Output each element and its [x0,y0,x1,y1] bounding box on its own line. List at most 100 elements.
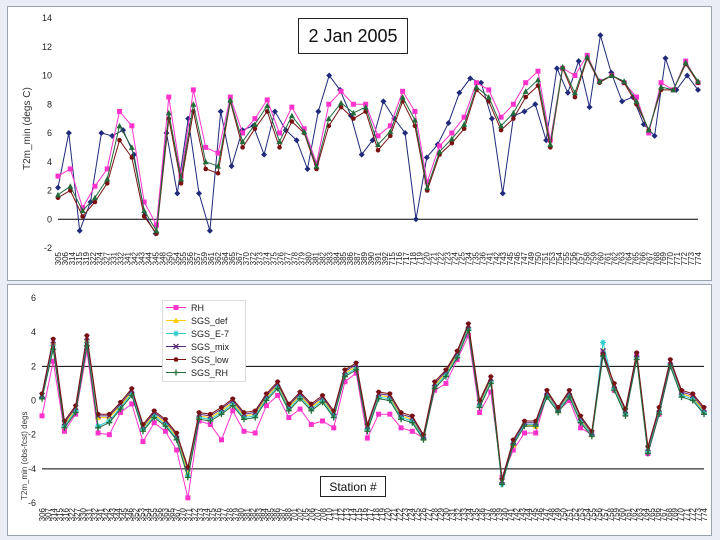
point-rh [578,425,584,431]
x-tick-label: 755 [562,251,571,265]
x-tick-label: 315 [56,507,65,521]
x-tick-label: 702 [296,507,305,521]
x-tick-label: 745 [530,507,539,521]
x-tick-label: 383 [255,507,264,521]
point-rh [153,222,159,228]
point-sgs_low [320,393,325,398]
y-tick-label: 2 [47,186,52,196]
y-tick-label: 6 [31,293,36,303]
x-tick-label: 391 [374,251,383,265]
point-sgs_low [454,348,460,354]
x-tick-label: 705 [302,507,311,521]
x-tick-label: 354 [143,507,152,521]
point-obs [358,151,365,158]
x-tick-label: 365 [167,507,176,521]
point-sgs_low [129,386,135,391]
point-sgs_low [275,379,280,385]
x-tick-label: 774 [694,251,703,265]
point-rh [140,439,146,444]
point-sgs_low [174,430,179,436]
x-tick-label: 774 [700,507,709,521]
point-sgs_rh [678,394,685,401]
x-tick-label: 379 [231,507,240,521]
y-tick-label: 8 [47,99,52,109]
point-sgs_rh [276,138,283,145]
x-tick-label: 378 [291,251,300,265]
x-tick-label: 386 [272,507,281,521]
point-obs [76,227,83,234]
point-sgs_low [107,411,112,417]
point-sgs_low [342,367,348,373]
x-tick-label: 766 [638,251,647,265]
x-tick-label: 721 [430,251,439,265]
point-sgs_rh [190,101,197,107]
point-obs [304,165,311,172]
point-obs [402,130,409,136]
x-tick-label: 714 [348,507,357,521]
point-sgs_low [185,464,191,470]
point-sgs_low [498,127,504,133]
point-rh [84,348,90,354]
point-sgs_rh [106,419,113,426]
x-tick-label: 381 [243,507,252,521]
x-tick-label: 314 [68,251,77,265]
point-sgs_rh [165,109,172,116]
point-sgs_rh [448,135,455,142]
point-sgs_low [466,321,471,326]
x-tick-label: 387 [353,251,362,265]
point-sgs_low [522,418,527,424]
point-rh [185,495,191,501]
point-sgs_low [376,389,381,395]
point-rh [203,144,209,150]
point-rh [510,447,516,453]
point-sgs_rh [95,424,102,431]
legend: RH SGS_def SGS_E-7 SGS_mix SGS_low SGS_RH [162,300,246,382]
x-tick-label: 355 [179,251,188,265]
point-obs [315,108,322,115]
x-tick-label: 764 [641,507,650,521]
y-tick-label: 6 [47,128,52,138]
point-sgs_rh [522,88,529,94]
x-tick-label: 763 [617,251,626,265]
point-sgs_rh [386,397,393,404]
point-rh [535,68,541,74]
y-tick-label: -2 [44,243,52,253]
point-sgs_rh [543,394,550,401]
point-obs [651,132,658,139]
x-tick-label: 759 [590,251,599,265]
point-sgs_rh [353,366,360,373]
x-tick-label: 372 [249,251,258,265]
point-obs [532,101,539,108]
point-sgs_rh [608,72,615,78]
x-tick-label: 743 [499,251,508,265]
point-sgs_low [264,391,269,396]
point-sgs_low [141,214,147,219]
point-sgs_low [701,405,707,410]
top-y-axis-label: T2m_min (degs C) [22,87,33,170]
x-tick-label: 388 [284,507,293,521]
x-tick-label: 375 [270,251,279,265]
x-tick-label: 327 [73,507,82,521]
x-tick-label: 761 [604,251,613,265]
point-obs [65,130,72,136]
x-tick-label: 352 [132,507,141,521]
point-sgs_rh [420,436,427,443]
point-sgs_rh [622,412,629,419]
x-tick-label: 374 [202,507,211,521]
point-rh [646,130,652,136]
x-tick-label: 354 [172,251,181,265]
x-tick-label: 765 [647,507,656,521]
y-tick-label: 4 [47,157,52,167]
x-tick-label: 387 [278,507,287,521]
point-sgs_rh [338,99,345,106]
x-tick-label: 378 [225,507,234,521]
point-rh [412,108,418,114]
point-sgs_low [668,357,673,362]
x-tick-label: 757 [600,507,609,521]
point-rh [465,333,471,339]
x-tick-label: 748 [548,507,557,521]
point-rh [106,432,112,438]
point-sgs_rh [689,397,696,404]
point-rh [190,87,196,93]
